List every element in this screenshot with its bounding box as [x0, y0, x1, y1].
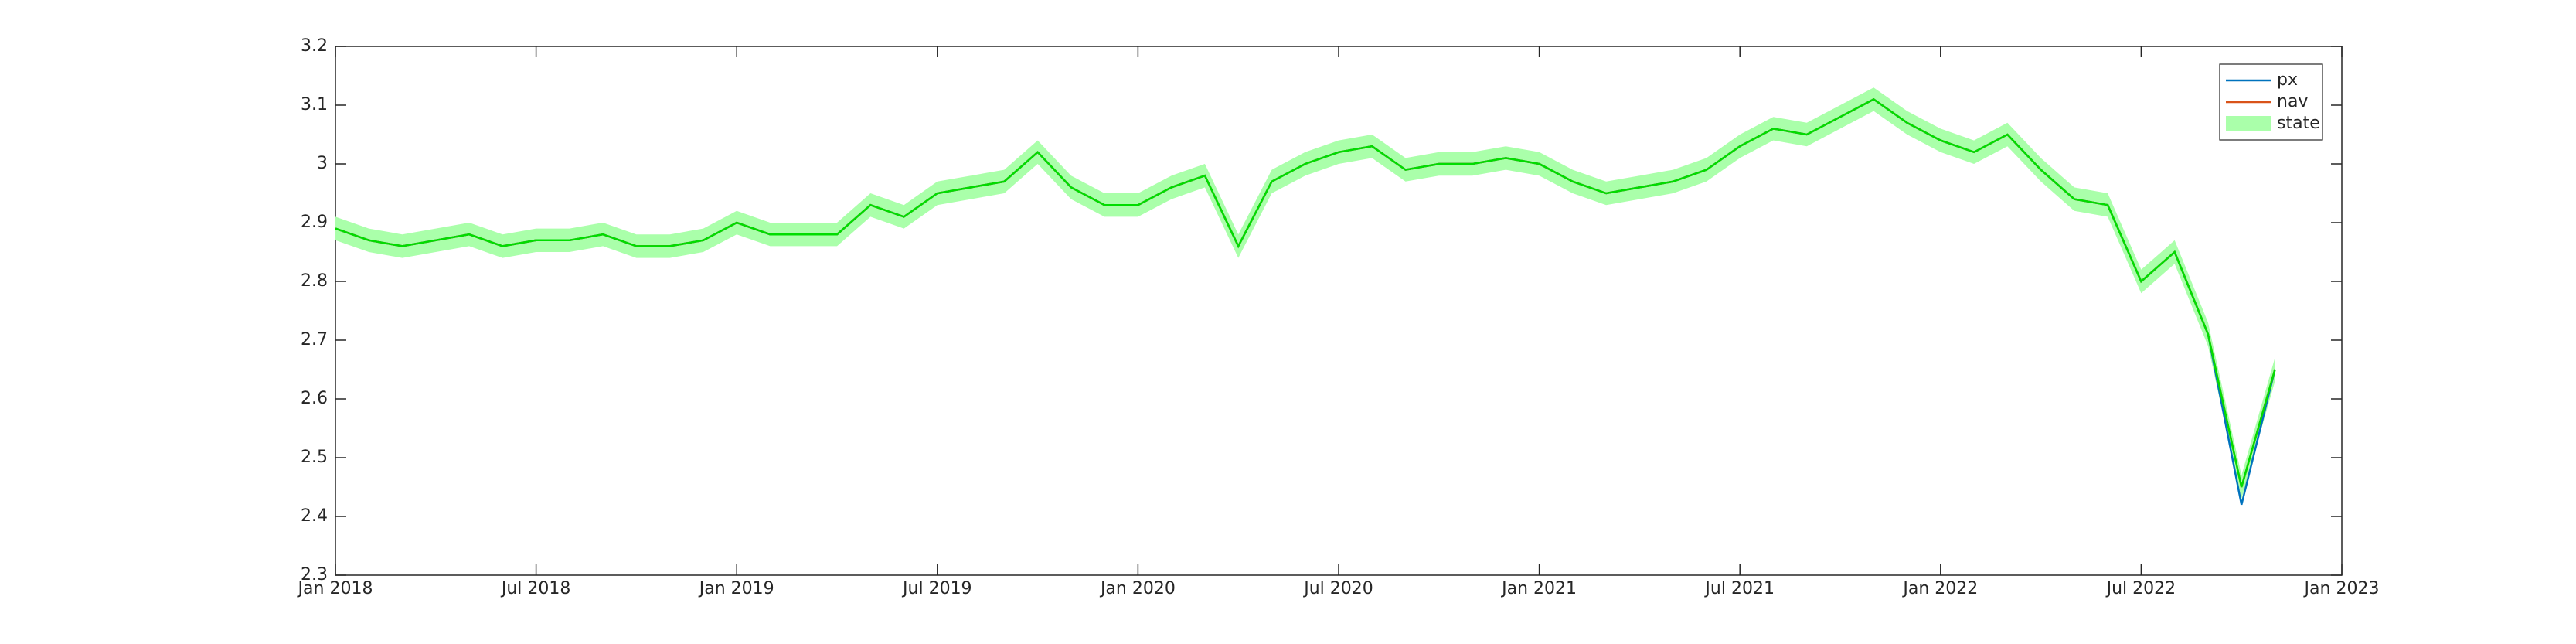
legend-label: state	[2277, 114, 2320, 133]
legend-label: nav	[2277, 92, 2308, 111]
x-tick-label: Jan 2018	[297, 579, 373, 598]
x-tick-label: Jul 2022	[2105, 579, 2176, 598]
x-tick-label: Jan 2019	[698, 579, 774, 598]
legend-swatch	[2226, 116, 2271, 131]
y-tick-label: 2.4	[301, 506, 328, 526]
plot-area	[335, 46, 2343, 576]
x-tick-label: Jan 2020	[1099, 579, 1176, 598]
x-tick-label: Jan 2022	[1901, 579, 1978, 598]
y-tick-label: 3	[317, 154, 328, 173]
y-tick-label: 2.6	[301, 389, 328, 408]
legend-label: px	[2277, 70, 2298, 90]
band	[335, 87, 2275, 499]
y-tick-label: 3.2	[301, 36, 328, 56]
y-tick-label: 2.9	[301, 213, 328, 232]
x-tick-label: Jul 2021	[1703, 579, 1775, 598]
y-tick-label: 2.3	[301, 565, 328, 584]
line-state	[335, 97, 2276, 488]
y-tick-label: 2.7	[301, 330, 328, 349]
x-tick-label: Jul 2020	[1302, 579, 1373, 598]
x-tick-label: Jul 2018	[500, 579, 571, 598]
y-tick-label: 2.8	[301, 271, 328, 291]
x-tick-label: Jan 2021	[1500, 579, 1577, 598]
y-tick-label: 2.5	[301, 448, 328, 467]
x-tick-label: Jul 2019	[901, 579, 972, 598]
x-tick-label: Jan 2023	[2303, 579, 2380, 598]
y-tick-label: 3.1	[301, 95, 328, 114]
